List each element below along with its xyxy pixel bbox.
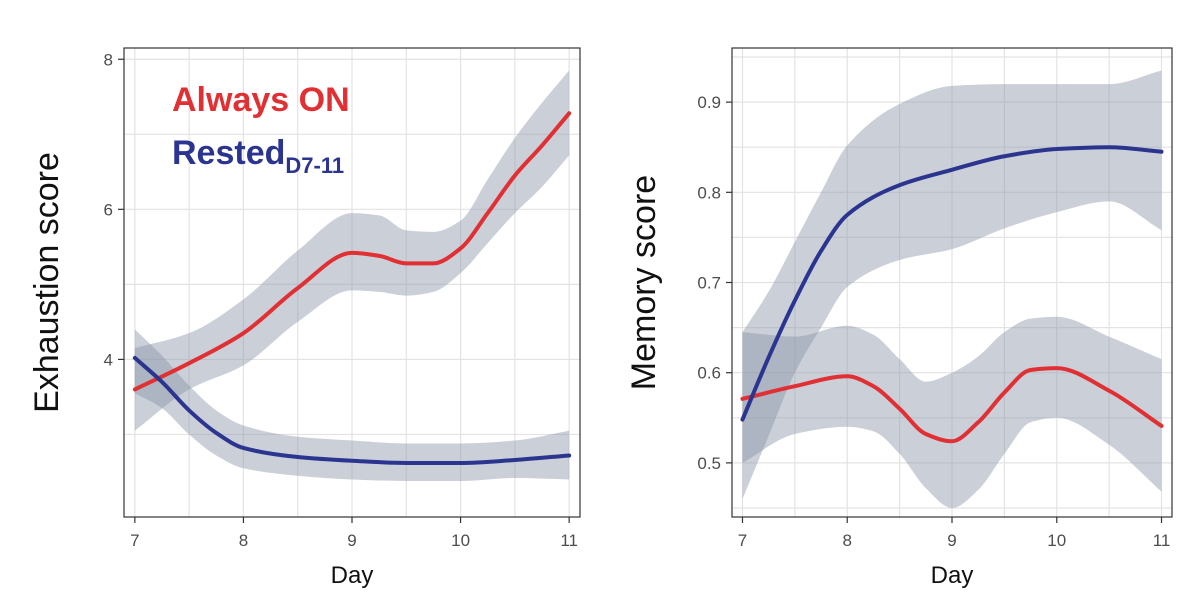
- x-tick-label: 11: [560, 531, 578, 550]
- x-tick-label: 8: [843, 531, 852, 550]
- memory-panel: 7 8 9 10 11 0.5 0.6 0.7 0.8 0.9 Day Memory score: [625, 47, 1173, 589]
- exhaustion-panel: 7 8 9 10 11 4 6 8 Day Exhaustion score: [28, 47, 581, 589]
- y-tick-label: 0.7: [697, 274, 721, 293]
- rested-line: [740, 145, 1164, 422]
- always_on-confidence-band: [742, 316, 1162, 508]
- y-tick-label: 4: [104, 350, 113, 369]
- x-tick-label: 9: [947, 531, 956, 550]
- y-axis-title: Exhaustion score: [28, 152, 66, 413]
- x-axis-title: Day: [931, 562, 974, 589]
- always_on-confidence-band: [134, 70, 570, 431]
- x-tick-label: 10: [1047, 531, 1066, 550]
- x-tick-label: 9: [347, 531, 356, 550]
- y-tick-label: 8: [104, 50, 113, 69]
- x-axis-title: Day: [331, 562, 374, 589]
- x-tick-label: 10: [451, 531, 470, 550]
- y-tick-label: 0.5: [697, 454, 721, 473]
- x-tick-label: 11: [1153, 531, 1171, 550]
- legend: Always ON RestedD7-11: [172, 81, 350, 178]
- x-tick-label: 8: [239, 531, 248, 550]
- legend-rested-subscript: D7-11: [285, 153, 344, 178]
- y-tick-label: 6: [104, 200, 113, 219]
- rested-confidence-band: [742, 70, 1162, 499]
- rested-line: [132, 355, 572, 465]
- y-tick-label: 0.8: [697, 183, 721, 202]
- grid: [732, 48, 1172, 517]
- always_on-line: [740, 366, 1164, 444]
- legend-always-on: Always ON: [172, 81, 350, 119]
- legend-rested: RestedD7-11: [172, 134, 344, 178]
- rested-confidence-band: [134, 329, 570, 481]
- x-tick-label: 7: [738, 531, 747, 550]
- y-axis-title: Memory score: [625, 175, 663, 390]
- legend-rested-label: Rested: [172, 134, 285, 172]
- always_on-line: [132, 111, 572, 392]
- y-tick-label: 0.9: [697, 93, 721, 112]
- y-tick-label: 0.6: [697, 364, 721, 383]
- x-tick-label: 7: [130, 531, 139, 550]
